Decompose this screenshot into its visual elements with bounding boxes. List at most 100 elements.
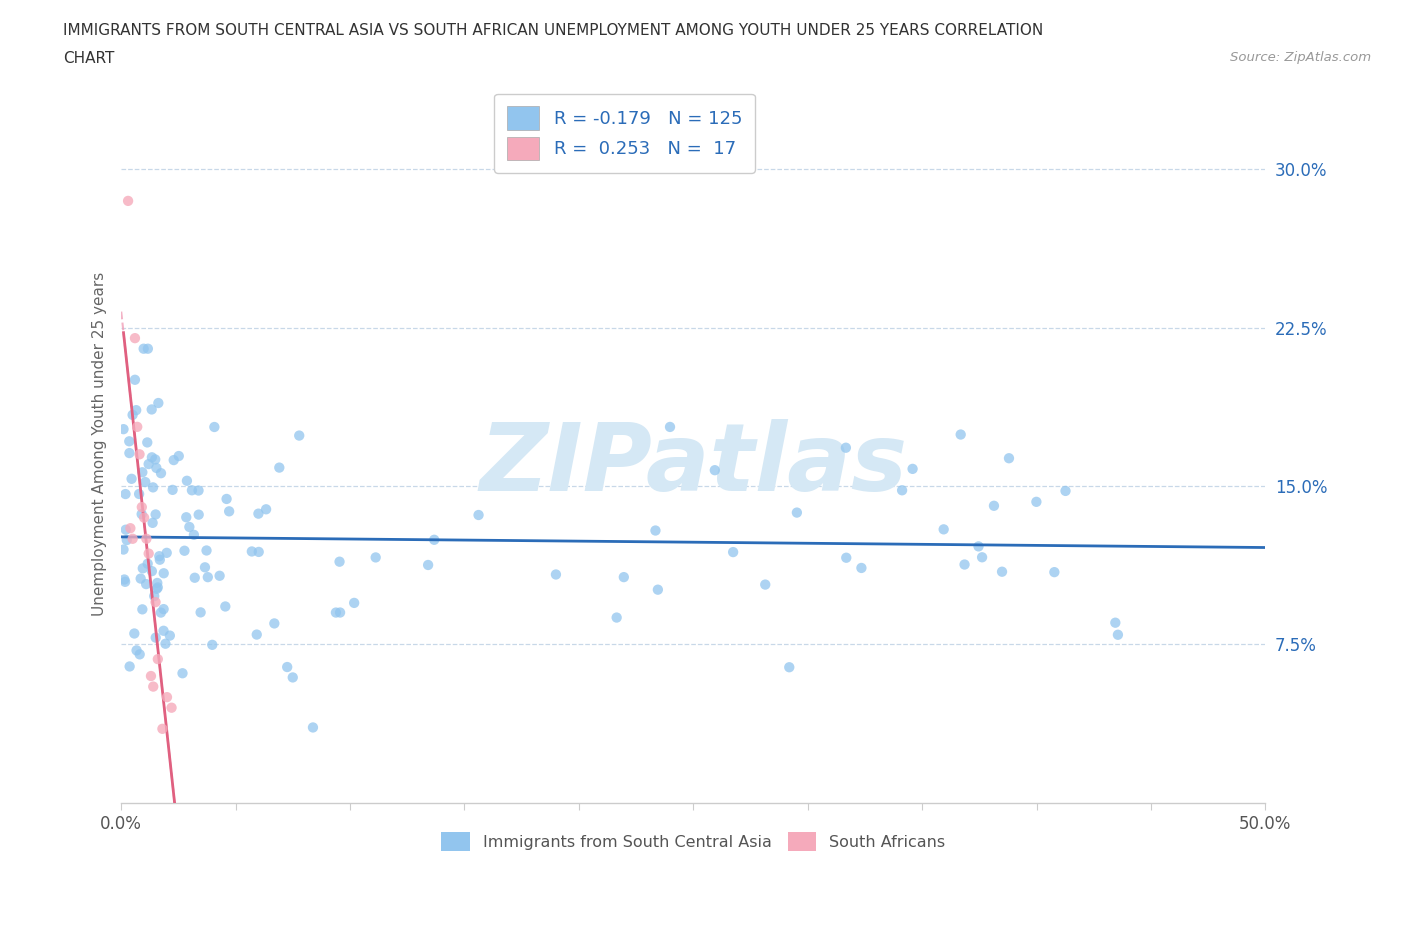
Point [118,659,141,674]
Point [613,570,636,585]
Point [127,419,149,434]
Point [343,595,366,610]
Point [949,427,972,442]
Point [644,523,666,538]
Point [156,545,179,560]
Text: Source: ZipAtlas.com: Source: ZipAtlas.com [1230,51,1371,64]
Point [118,445,141,460]
Point [150,466,173,481]
Point [932,522,955,537]
Point [835,551,858,565]
Point [134,474,156,489]
Point [167,448,190,463]
Point [240,544,263,559]
Point [416,558,439,573]
Point [136,341,159,356]
Point [325,605,347,620]
Point [162,483,184,498]
Point [138,546,160,561]
Point [124,331,146,346]
Point [159,628,181,643]
Point [152,602,174,617]
Point [967,539,990,554]
Point [172,666,194,681]
Point [128,486,150,501]
Point [125,643,148,658]
Y-axis label: Unemployment Among Youth under 25 years: Unemployment Among Youth under 25 years [93,272,107,616]
Point [152,722,174,737]
Point [180,483,202,498]
Legend: Immigrants from South Central Asia, South Africans: Immigrants from South Central Asia, Sout… [433,824,953,859]
Point [606,610,628,625]
Text: ZIPatlas: ZIPatlas [479,419,907,512]
Point [142,480,165,495]
Point [121,531,143,546]
Point [131,465,153,480]
Text: IMMIGRANTS FROM SOUTH CENTRAL ASIA VS SOUTH AFRICAN UNEMPLOYMENT AMONG YOUTH UND: IMMIGRANTS FROM SOUTH CENTRAL ASIA VS SO… [63,23,1043,38]
Point [281,670,304,684]
Point [136,556,159,571]
Point [1025,495,1047,510]
Point [998,451,1021,466]
Point [112,572,135,587]
Point [201,637,224,652]
Point [208,568,231,583]
Point [143,452,166,467]
Point [141,402,163,417]
Text: CHART: CHART [63,51,115,66]
Point [148,395,170,410]
Point [115,533,138,548]
Point [647,582,669,597]
Point [329,605,352,620]
Point [152,623,174,638]
Point [184,570,207,585]
Point [364,550,387,565]
Point [135,577,157,591]
Point [202,419,225,434]
Point [269,460,291,475]
Point [131,507,153,522]
Point [136,435,159,450]
Point [138,457,160,472]
Point [190,604,212,619]
Point [891,483,914,498]
Point [112,542,135,557]
Point [132,341,155,356]
Point [121,472,143,486]
Point [141,450,163,465]
Point [128,446,150,461]
Point [254,502,277,517]
Point [139,669,162,684]
Point [176,473,198,488]
Point [148,549,170,564]
Point [145,594,167,609]
Point [145,507,167,522]
Point [901,461,924,476]
Point [149,605,172,620]
Point [263,616,285,631]
Point [194,560,217,575]
Point [218,504,240,519]
Point [1054,484,1077,498]
Point [112,421,135,436]
Point [173,543,195,558]
Point [659,419,682,434]
Point [117,193,139,208]
Point [146,652,169,667]
Point [544,567,567,582]
Point [247,506,270,521]
Point [141,564,163,578]
Point [721,545,744,560]
Point [851,561,873,576]
Point [145,631,167,645]
Point [786,505,808,520]
Point [778,659,800,674]
Point [121,407,143,422]
Point [1107,628,1129,643]
Point [467,508,489,523]
Point [118,434,141,449]
Point [155,636,177,651]
Point [179,520,201,535]
Point [146,576,169,591]
Point [953,557,976,572]
